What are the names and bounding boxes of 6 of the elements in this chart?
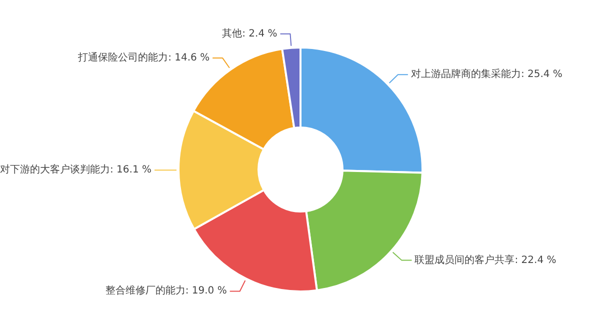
slice-label: 整合维修厂的能力: 19.0 %: [105, 284, 227, 297]
slice-label: 其他: 2.4 %: [222, 27, 278, 40]
slice-label: 对下游的大客户谈判能力: 16.1 %: [0, 164, 152, 176]
slice-label: 联盟成员间的客户共享: 22.4 %: [414, 254, 556, 266]
slice-label: 打通保险公司的能力: 14.6 %: [77, 52, 210, 64]
slice-label: 对上游品牌商的集采能力: 25.4 %: [410, 68, 562, 80]
